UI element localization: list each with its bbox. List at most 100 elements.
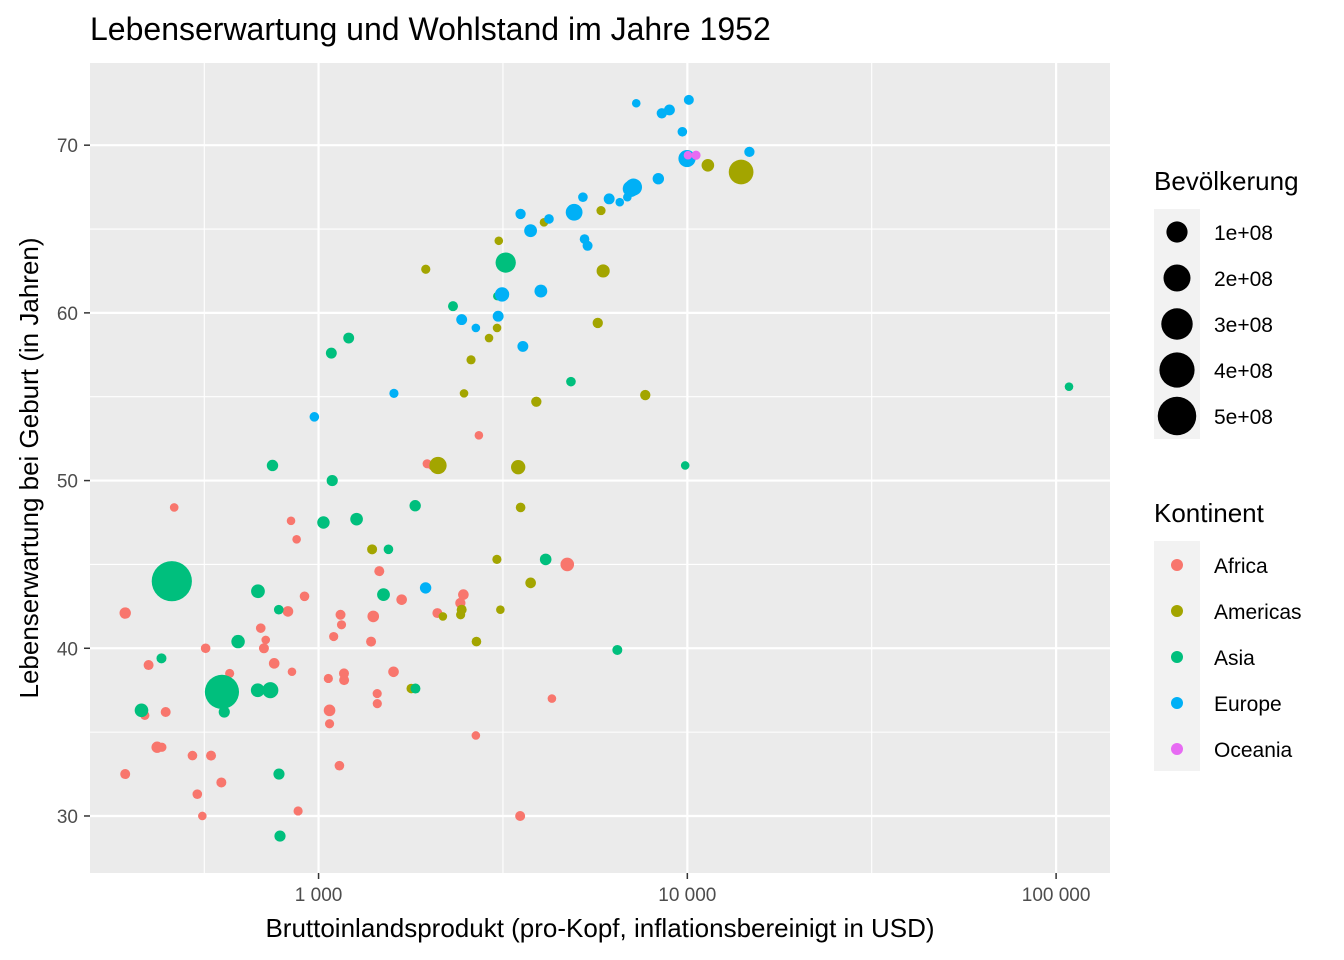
data-point-africa — [323, 704, 336, 717]
data-point-africa — [560, 557, 575, 572]
data-point-asia — [231, 634, 245, 649]
data-point-africa — [374, 566, 385, 577]
data-point-africa — [187, 750, 198, 761]
legend: Bevölkerung 1e+08 2e+08 3e+08 4e+08 5e+08 Ko… — [1154, 166, 1302, 771]
size-legend-key — [1163, 264, 1191, 292]
data-point-americas — [515, 502, 526, 513]
data-point-asia — [377, 588, 390, 602]
data-point-americas — [492, 554, 502, 564]
data-point-africa — [119, 607, 131, 619]
data-point-asia — [262, 682, 279, 699]
data-point-asia — [325, 347, 337, 359]
color-legend-label: Europe — [1214, 693, 1282, 716]
data-point-europe — [456, 314, 468, 326]
data-point-americas — [511, 459, 526, 475]
data-point-africa — [258, 643, 269, 654]
data-point-africa — [339, 675, 350, 686]
color-legend-key — [1171, 605, 1183, 617]
color-legend-key — [1171, 743, 1183, 755]
data-point-americas — [592, 317, 603, 329]
color-legend-title: Kontinent — [1154, 498, 1265, 528]
data-point-africa — [282, 606, 294, 617]
data-point-asia — [566, 376, 576, 387]
data-point-europe — [663, 104, 675, 116]
color-legend-label: Asia — [1214, 647, 1255, 670]
data-point-americas — [596, 205, 606, 216]
data-point-americas — [494, 236, 504, 246]
data-point-europe — [309, 412, 320, 422]
color-legend-label: Americas — [1214, 601, 1302, 624]
data-point-europe — [471, 323, 481, 333]
data-point-africa — [299, 591, 310, 602]
size-legend-key — [1166, 221, 1188, 243]
data-point-africa — [200, 643, 211, 654]
data-point-africa — [367, 610, 380, 623]
data-point-americas — [525, 577, 536, 589]
data-point-americas — [459, 389, 469, 398]
data-point-africa — [388, 666, 399, 678]
data-point-africa — [287, 667, 297, 677]
data-point-africa — [329, 631, 339, 642]
data-point-africa — [335, 609, 346, 620]
data-point-americas — [421, 264, 431, 274]
y-tick-label: 50 — [57, 472, 78, 493]
data-point-africa — [372, 699, 382, 709]
x-tick-label: 1 000 — [295, 885, 343, 906]
size-legend-label: 5e+08 — [1214, 406, 1273, 429]
size-legend-key — [1157, 396, 1197, 436]
data-point-asia — [1064, 382, 1074, 391]
data-point-asia — [218, 706, 230, 718]
data-point-americas — [640, 389, 651, 401]
data-point-africa — [396, 594, 407, 605]
data-point-asia — [151, 561, 192, 602]
data-point-americas — [456, 604, 467, 615]
data-point-americas — [492, 323, 502, 333]
data-point-africa — [293, 806, 303, 816]
data-point-europe — [631, 98, 641, 108]
data-point-europe — [603, 193, 615, 205]
data-point-africa — [366, 636, 377, 647]
data-point-americas — [596, 264, 610, 278]
y-tick-label: 40 — [57, 639, 78, 660]
data-point-asia — [250, 683, 265, 698]
data-point-asia — [273, 604, 284, 615]
data-point-europe — [565, 203, 583, 221]
data-point-asia — [135, 704, 148, 717]
data-point-asia — [409, 500, 421, 512]
data-point-africa — [192, 789, 203, 799]
data-point-oceania — [691, 150, 701, 160]
data-points — [119, 94, 1074, 842]
data-point-americas — [435, 462, 446, 473]
data-point-asia — [612, 644, 623, 655]
data-point-africa — [292, 534, 301, 544]
color-legend-key — [1171, 651, 1183, 663]
data-point-asia — [326, 474, 338, 487]
data-point-oceania — [683, 150, 693, 160]
data-point-americas — [484, 333, 494, 343]
data-point-asia — [273, 768, 285, 780]
size-legend-key — [1159, 352, 1195, 388]
data-point-africa — [198, 811, 207, 821]
x-axis-ticks: 1 000 10 000 100 000 — [295, 873, 1090, 906]
data-point-europe — [534, 284, 548, 298]
y-tick-label: 30 — [57, 807, 78, 828]
x-axis-title: Bruttoinlandsprodukt (pro-Kopf, inflatio… — [265, 913, 934, 943]
data-point-africa — [323, 673, 333, 684]
size-legend-label: 4e+08 — [1214, 360, 1273, 383]
data-point-americas — [701, 158, 715, 172]
data-point-europe — [744, 146, 755, 158]
data-point-asia — [495, 252, 516, 273]
data-point-africa — [143, 660, 154, 671]
data-point-europe — [419, 582, 432, 594]
data-point-asia — [410, 683, 421, 694]
data-point-europe — [683, 94, 694, 105]
data-point-asia — [251, 584, 265, 599]
data-point-africa — [206, 750, 217, 761]
data-point-asia — [448, 301, 458, 312]
data-point-africa — [474, 430, 484, 440]
data-point-europe — [652, 173, 665, 185]
data-point-europe — [677, 126, 688, 137]
chart-title: Lebenserwartung und Wohlstand im Jahre 1… — [90, 11, 771, 47]
data-point-asia — [274, 830, 286, 842]
